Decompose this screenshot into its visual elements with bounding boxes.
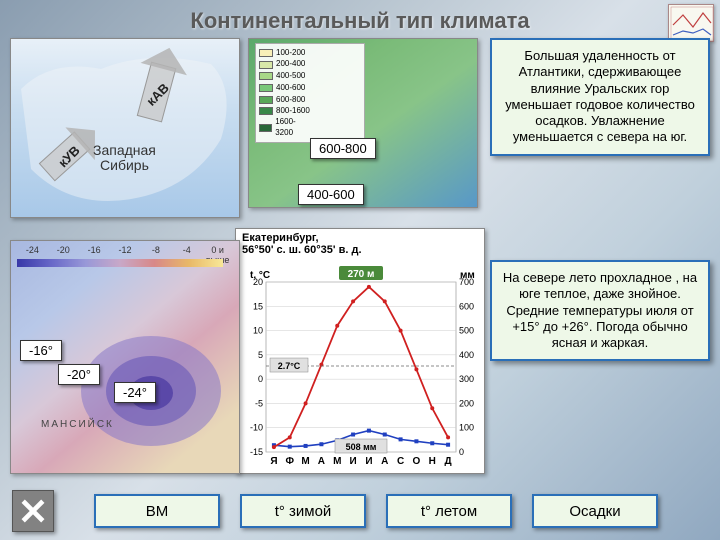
button-vm[interactable]: ВМ: [94, 494, 220, 528]
svg-text:О: О: [413, 456, 421, 467]
temp-tag: -24°: [114, 382, 156, 403]
svg-text:500: 500: [459, 326, 474, 336]
svg-text:200: 200: [459, 398, 474, 408]
svg-text:Д: Д: [445, 456, 452, 467]
close-button[interactable]: [12, 490, 54, 532]
town-label: МАНСИЙСК: [41, 419, 114, 430]
thumbnail-badge: [668, 4, 714, 42]
svg-text:-10: -10: [250, 423, 263, 433]
svg-text:300: 300: [459, 374, 474, 384]
content-area: кАВ кУВ Западная Сибирь 100-200200-40040…: [10, 38, 710, 484]
svg-text:5: 5: [258, 350, 263, 360]
precipitation-map: 100-200200-400400-500400-600600-800800-1…: [248, 38, 478, 208]
temp-tag: -20°: [58, 364, 100, 385]
svg-text:Н: Н: [429, 456, 436, 467]
precip-tag-400-600: 400-600: [298, 184, 364, 205]
svg-text:Ф: Ф: [285, 456, 294, 467]
button-t-winter[interactable]: t° зимой: [240, 494, 366, 528]
svg-text:0: 0: [459, 447, 464, 457]
svg-text:И: И: [365, 456, 372, 467]
station-name: Екатеринбург,: [236, 229, 484, 244]
svg-text:мм: мм: [460, 270, 475, 281]
region-label-2: Сибирь: [100, 157, 149, 173]
svg-text:М: М: [301, 456, 309, 467]
button-t-summer[interactable]: t° летом: [386, 494, 512, 528]
svg-text:508 мм: 508 мм: [346, 442, 377, 452]
svg-text:И: И: [349, 456, 356, 467]
svg-text:-15: -15: [250, 447, 263, 457]
svg-text:Я: Я: [270, 456, 277, 467]
svg-text:-5: -5: [255, 398, 263, 408]
precip-legend: 100-200200-400400-500400-600600-800800-1…: [255, 43, 365, 143]
station-coords: 56°50' с. ш. 60°35' в. д.: [236, 244, 484, 256]
air-mass-map: кАВ кУВ Западная Сибирь: [10, 38, 240, 218]
temp-tag: -16°: [20, 340, 62, 361]
svg-text:А: А: [381, 456, 388, 467]
svg-text:600: 600: [459, 301, 474, 311]
page-title: Континентальный тип климата: [0, 0, 720, 40]
svg-text:400: 400: [459, 350, 474, 360]
region-label-1: Западная: [93, 142, 156, 158]
close-icon: [19, 497, 47, 525]
precip-tag-600-800: 600-800: [310, 138, 376, 159]
svg-text:С: С: [397, 456, 404, 467]
button-precipitation[interactable]: Осадки: [532, 494, 658, 528]
svg-text:100: 100: [459, 423, 474, 433]
svg-text:0: 0: [258, 374, 263, 384]
info-text-summer: На севере лето прохладное , на юге тепло…: [490, 260, 710, 361]
svg-text:15: 15: [253, 301, 263, 311]
svg-text:М: М: [333, 456, 341, 467]
svg-text:t, °C: t, °C: [250, 270, 270, 281]
svg-text:10: 10: [253, 326, 263, 336]
svg-text:270 м: 270 м: [348, 269, 375, 280]
climograph-panel: Екатеринбург, 56°50' с. ш. 60°35' в. д. …: [235, 228, 485, 474]
svg-text:А: А: [318, 456, 325, 467]
svg-text:2.7°C: 2.7°C: [278, 361, 301, 371]
info-text-precipitation: Большая удаленность от Атлантики, сдержи…: [490, 38, 710, 156]
button-bar: ВМ t° зимой t° летом Осадки: [0, 490, 720, 532]
